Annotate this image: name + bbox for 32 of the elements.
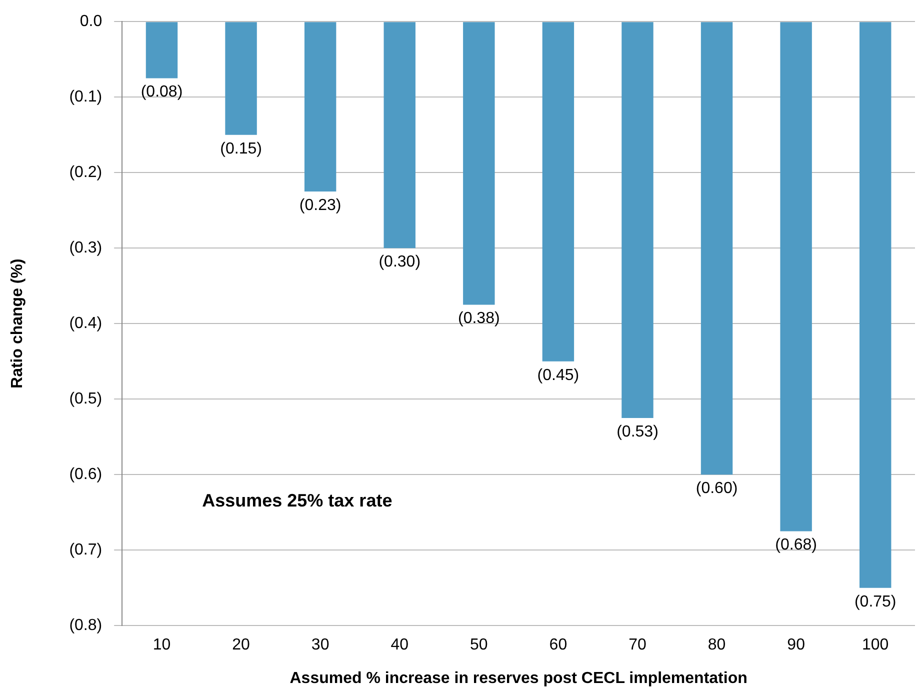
data-label: (0.23): [299, 196, 342, 214]
x-axis-title: Assumed % increase in reserves post CECL implementation: [290, 670, 748, 687]
x-tick-label: 60: [549, 636, 568, 654]
y-tick-label: (0.4): [69, 315, 102, 332]
data-label: (0.30): [378, 254, 421, 271]
data-label: (0.45): [537, 366, 580, 384]
y-tick-label: (0.6): [69, 466, 102, 484]
x-tick-label: 10: [152, 636, 171, 654]
x-tick-label: 90: [787, 636, 806, 654]
y-tick-label: (0.7): [69, 542, 102, 559]
x-tick-label: 40: [390, 636, 409, 654]
y-tick-label: (0.1): [69, 88, 102, 106]
y-axis-title: Ratio change (%): [9, 258, 26, 388]
y-tick-label: (0.3): [69, 240, 102, 257]
data-label: (0.38): [458, 310, 500, 328]
x-tick-label: 20: [232, 636, 250, 654]
y-tick-label: (0.5): [69, 390, 102, 408]
y-tick-label: (0.2): [69, 164, 102, 182]
data-label: (0.60): [696, 480, 738, 498]
x-tick-label: 80: [708, 636, 726, 654]
x-tick-label: 70: [628, 636, 646, 654]
y-tick-label: (0.8): [69, 617, 102, 634]
x-tick-label: 50: [470, 636, 488, 654]
annotation: Assumes 25% tax rate: [202, 490, 392, 511]
y-tick-label: 0.0: [80, 13, 102, 30]
x-tick-label: 100: [862, 636, 889, 654]
data-label: (0.68): [775, 536, 817, 554]
x-tick-label: 30: [311, 636, 330, 654]
data-label: (0.53): [616, 423, 658, 440]
data-label: (0.15): [220, 140, 262, 158]
data-label: (0.75): [854, 593, 896, 610]
data-label: (0.08): [140, 84, 183, 101]
